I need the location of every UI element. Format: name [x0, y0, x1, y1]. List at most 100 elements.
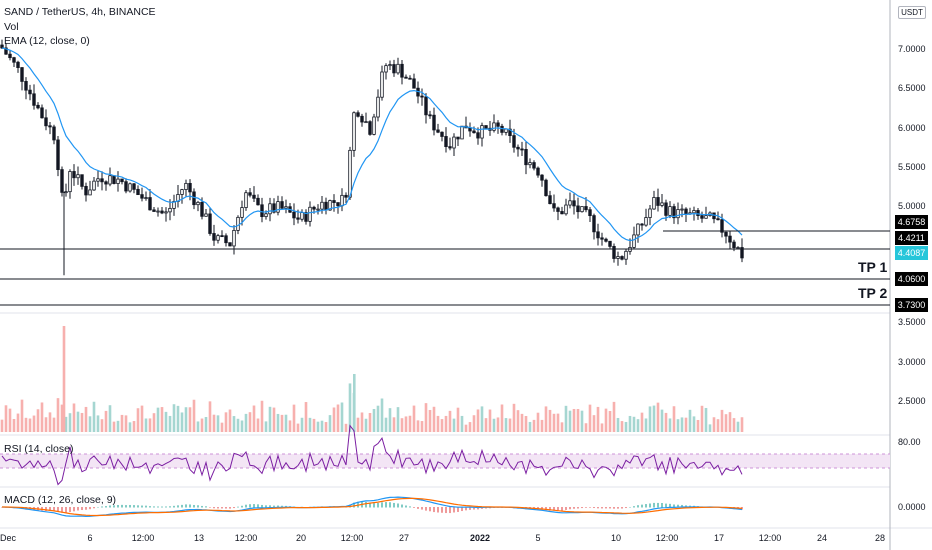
macd-histogram-bar: [557, 507, 559, 511]
candle-body: [164, 211, 168, 214]
volume-bar: [308, 417, 312, 432]
candle-body: [680, 208, 684, 211]
macd-histogram-bar: [425, 507, 427, 511]
macd-histogram-bar: [177, 505, 179, 508]
symbol-title[interactable]: SAND / TetherUS, 4h, BINANCE: [4, 6, 156, 18]
macd-histogram-bar: [281, 505, 283, 508]
volume-bar: [672, 406, 676, 432]
volume-bar: [648, 406, 652, 432]
time-axis-label: 20: [296, 533, 306, 543]
volume-bar: [476, 409, 480, 432]
candle-body: [60, 169, 64, 193]
volume-bar: [348, 383, 352, 432]
volume-bar: [504, 418, 508, 432]
candle-body: [672, 206, 676, 219]
macd-histogram-bar: [65, 507, 67, 513]
volume-bar: [240, 420, 244, 432]
macd-histogram-bar: [449, 507, 451, 514]
volume-bar: [68, 413, 72, 432]
macd-title[interactable]: MACD (12, 26, close, 9): [4, 494, 117, 506]
macd-histogram-bar: [417, 507, 419, 509]
volume-bar: [284, 414, 288, 432]
price-axis: 7.0000 6.5000 6.0000 5.5000 5.0000 3.5000 3.00…: [898, 44, 926, 512]
candle-body: [604, 238, 608, 242]
volume-bar: [328, 415, 332, 432]
macd-histogram-bar: [217, 507, 219, 509]
macd-histogram-bar: [249, 504, 251, 508]
candle-body: [556, 207, 560, 212]
macd-histogram-bar: [445, 507, 447, 514]
volume-bar: [700, 405, 704, 432]
macd-histogram-bar: [609, 507, 611, 509]
macd-histogram-bar: [369, 502, 371, 508]
candle-body: [344, 194, 348, 198]
time-axis-label: 24: [817, 533, 827, 543]
macd-histogram-bar: [681, 504, 683, 508]
rsi-title[interactable]: RSI (14, close): [4, 443, 74, 455]
volume-bar: [728, 412, 732, 432]
volume-bar: [676, 419, 680, 432]
macd-histogram-bar: [629, 506, 631, 508]
volume-bar: [248, 412, 252, 432]
candle-body: [144, 197, 148, 199]
volume-bar: [180, 412, 184, 432]
candle-body: [500, 125, 504, 133]
macd-histogram-bar: [253, 504, 255, 508]
candle-body: [224, 235, 228, 244]
candlesticks: [0, 39, 744, 276]
volume-bar: [0, 419, 4, 432]
macd-histogram-bar: [641, 504, 643, 508]
volume-bar: [724, 414, 728, 432]
macd-histogram-bar: [169, 506, 171, 508]
candle-body: [76, 174, 80, 179]
candle-body: [652, 197, 656, 210]
candle-body: [456, 136, 460, 140]
volume-bar: [244, 413, 248, 432]
volume-bar: [376, 405, 380, 432]
candle-body: [64, 191, 68, 194]
volume-bar: [380, 398, 384, 432]
time-axis-label: 6: [87, 533, 92, 543]
time-axis-label: 2022: [470, 533, 490, 543]
time-axis-label: 12:00: [341, 533, 364, 543]
candle-body: [560, 211, 564, 215]
macd-axis-label: 0.0000: [898, 502, 926, 512]
volume-bar: [32, 415, 36, 432]
candle-body: [336, 202, 340, 207]
volume-bar: [300, 417, 304, 432]
candle-body: [636, 223, 640, 236]
macd-histogram-bar: [149, 506, 151, 508]
volume-bar: [124, 415, 128, 432]
candle-body: [72, 171, 76, 179]
price-axis-label: 6.5000: [898, 83, 926, 93]
candle-body: [444, 136, 448, 148]
candle-body: [240, 207, 244, 218]
volume-bar: [632, 416, 636, 432]
candle-body: [608, 240, 612, 247]
candle-body: [376, 96, 380, 118]
volume-bar: [740, 417, 744, 432]
currency-badge[interactable]: USDT: [898, 6, 926, 19]
candle-body: [68, 171, 72, 193]
ema-line: [1, 47, 743, 242]
candle-body: [168, 207, 172, 213]
macd-histogram-bar: [353, 502, 355, 508]
candle-body: [412, 78, 416, 89]
candle-body: [300, 212, 304, 220]
ema-legend[interactable]: EMA (12, close, 0): [4, 35, 90, 47]
macd-histogram-bar: [653, 502, 655, 508]
vol-legend[interactable]: Vol: [4, 21, 19, 33]
volume-bar: [92, 401, 96, 432]
macd-histogram-bar: [181, 504, 183, 508]
time-axis-label: 17: [714, 533, 724, 543]
volume-bar: [496, 417, 500, 432]
volume-bar: [684, 417, 688, 432]
candle-body: [332, 200, 336, 203]
candle-body: [476, 132, 480, 139]
candle-body: [512, 135, 516, 148]
volume-bar: [96, 415, 100, 432]
candle-body: [252, 194, 256, 199]
volume-bar: [532, 419, 536, 432]
time-axis-label: 12:00: [235, 533, 258, 543]
